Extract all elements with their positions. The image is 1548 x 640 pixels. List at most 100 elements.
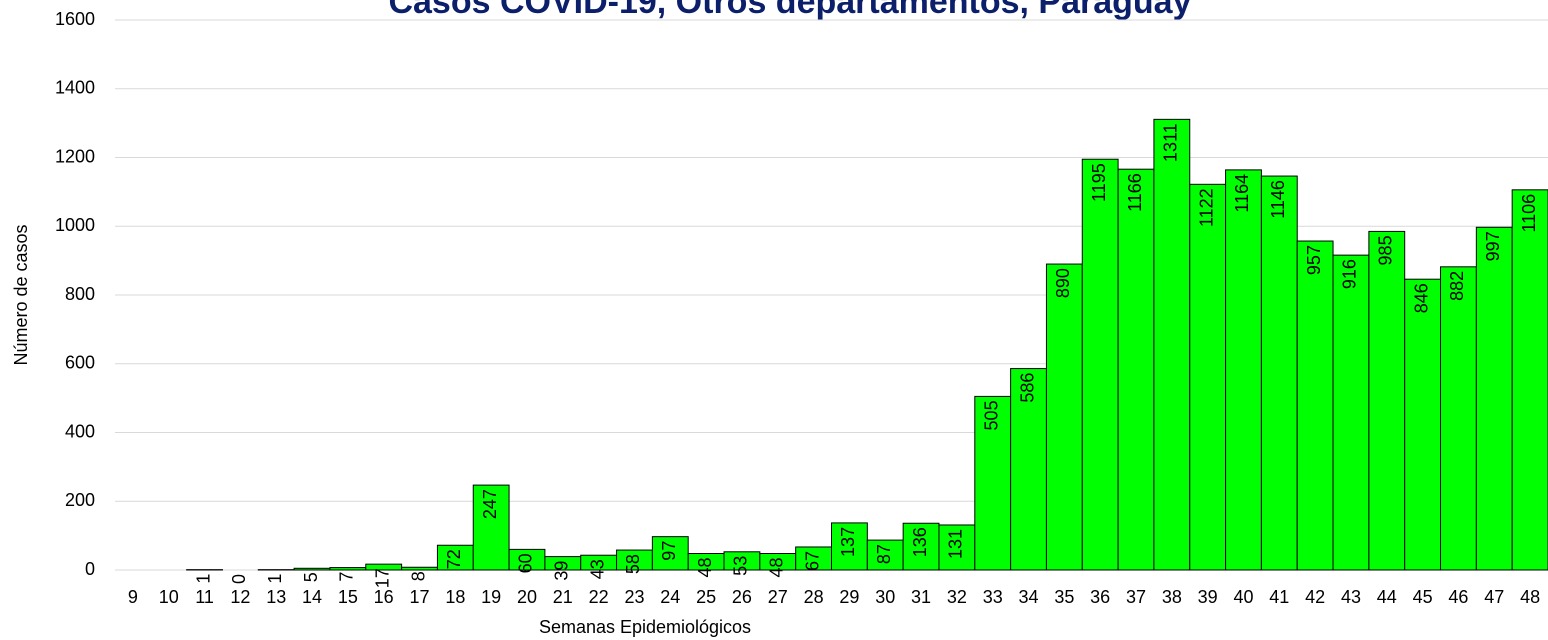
x-tick-label: 26 [732,587,752,607]
data-label: 43 [587,559,607,579]
y-tick-label: 600 [65,353,95,373]
bar [293,567,331,571]
x-axis-label: Semanas Epidemiológicos [539,617,751,637]
data-label: 1 [193,574,213,584]
data-label: 17 [372,568,392,588]
x-tick-label: 47 [1484,587,1504,607]
x-tick-label: 16 [374,587,394,607]
data-label: 39 [552,561,572,581]
x-tick-label: 43 [1341,587,1361,607]
x-tick-label: 20 [517,587,537,607]
data-label: 136 [910,527,930,557]
bar [831,522,868,571]
x-tick-label: 21 [553,587,573,607]
bar [1045,263,1083,571]
x-tick-label: 24 [660,587,680,607]
data-label: 1106 [1519,194,1539,233]
bar [1296,240,1334,571]
x-tick-label: 30 [875,587,895,607]
x-tick-label: 33 [983,587,1003,607]
bar [1225,169,1262,571]
x-tick-label: 18 [445,587,465,607]
y-tick-label: 1600 [55,9,95,29]
x-tick-label: 29 [839,587,859,607]
data-label: 87 [874,544,894,564]
data-label: 957 [1304,245,1324,275]
data-label: 1311 [1161,123,1181,162]
data-label: 247 [480,489,500,519]
x-tick-label: 46 [1448,587,1468,607]
data-label: 1 [265,574,285,584]
x-tick-label: 11 [195,587,214,607]
bar [1010,368,1047,571]
data-label: 1122 [1196,188,1216,227]
x-tick-label: 22 [589,587,609,607]
bar [472,484,510,571]
bar [902,522,940,571]
bar [1260,175,1298,571]
x-tick-label: 48 [1520,587,1540,607]
data-label: 137 [838,527,858,557]
x-tick-label: 34 [1019,587,1039,607]
y-tick-label: 200 [65,490,95,510]
y-tick-label: 800 [65,284,95,304]
x-tick-label: 35 [1054,587,1074,607]
data-label: 997 [1483,231,1503,261]
data-label: 131 [946,529,966,559]
data-label: 1146 [1268,180,1288,219]
x-tick-label: 36 [1090,587,1110,607]
x-tick-label: 27 [768,587,788,607]
data-label: 48 [695,558,715,578]
x-tick-label: 14 [302,587,322,607]
bar [866,539,904,571]
x-tick-label: 42 [1305,587,1325,607]
bar [1368,230,1406,571]
bar [1440,266,1477,571]
data-label: 882 [1447,271,1467,301]
y-tick-label: 400 [65,421,95,441]
bar [1189,183,1227,571]
bar [1511,189,1548,571]
bar [1475,226,1513,571]
x-tick-label: 17 [409,587,429,607]
x-tick-label: 12 [230,587,250,607]
x-tick-label: 40 [1233,587,1253,607]
y-tick-label: 0 [85,559,95,579]
x-tick-label: 25 [696,587,716,607]
bar [1117,168,1155,571]
data-label: 58 [623,554,643,574]
x-tick-label: 23 [624,587,644,607]
x-tick-label: 13 [266,587,286,607]
x-tick-label: 19 [481,587,501,607]
data-label: 7 [337,572,357,582]
bar [1153,118,1191,571]
y-tick-label: 1200 [55,146,95,166]
bar [1081,158,1119,571]
x-tick-label: 31 [911,587,931,607]
data-label: 48 [767,558,787,578]
bar [1332,254,1370,571]
x-tick-label: 10 [159,587,179,607]
data-label: 8 [408,571,428,581]
data-label: 72 [444,549,464,569]
x-tick-label: 45 [1413,587,1433,607]
data-label: 1164 [1232,174,1252,213]
data-label: 846 [1411,283,1431,313]
x-tick-label: 39 [1198,587,1218,607]
data-label: 586 [1017,373,1037,403]
x-tick-label: 15 [338,587,358,607]
data-label: 985 [1376,235,1396,265]
bar [329,567,367,571]
data-label: 916 [1340,259,1360,289]
data-label: 53 [731,556,751,576]
data-label: 505 [981,400,1001,430]
x-tick-label: 41 [1269,587,1289,607]
x-tick-label: 38 [1162,587,1182,607]
bar [974,395,1012,571]
data-label: 5 [301,572,321,582]
bar [401,566,438,571]
y-axis-label: Número de casos [11,224,31,365]
data-label: 0 [229,574,249,584]
data-label: 67 [802,551,822,571]
